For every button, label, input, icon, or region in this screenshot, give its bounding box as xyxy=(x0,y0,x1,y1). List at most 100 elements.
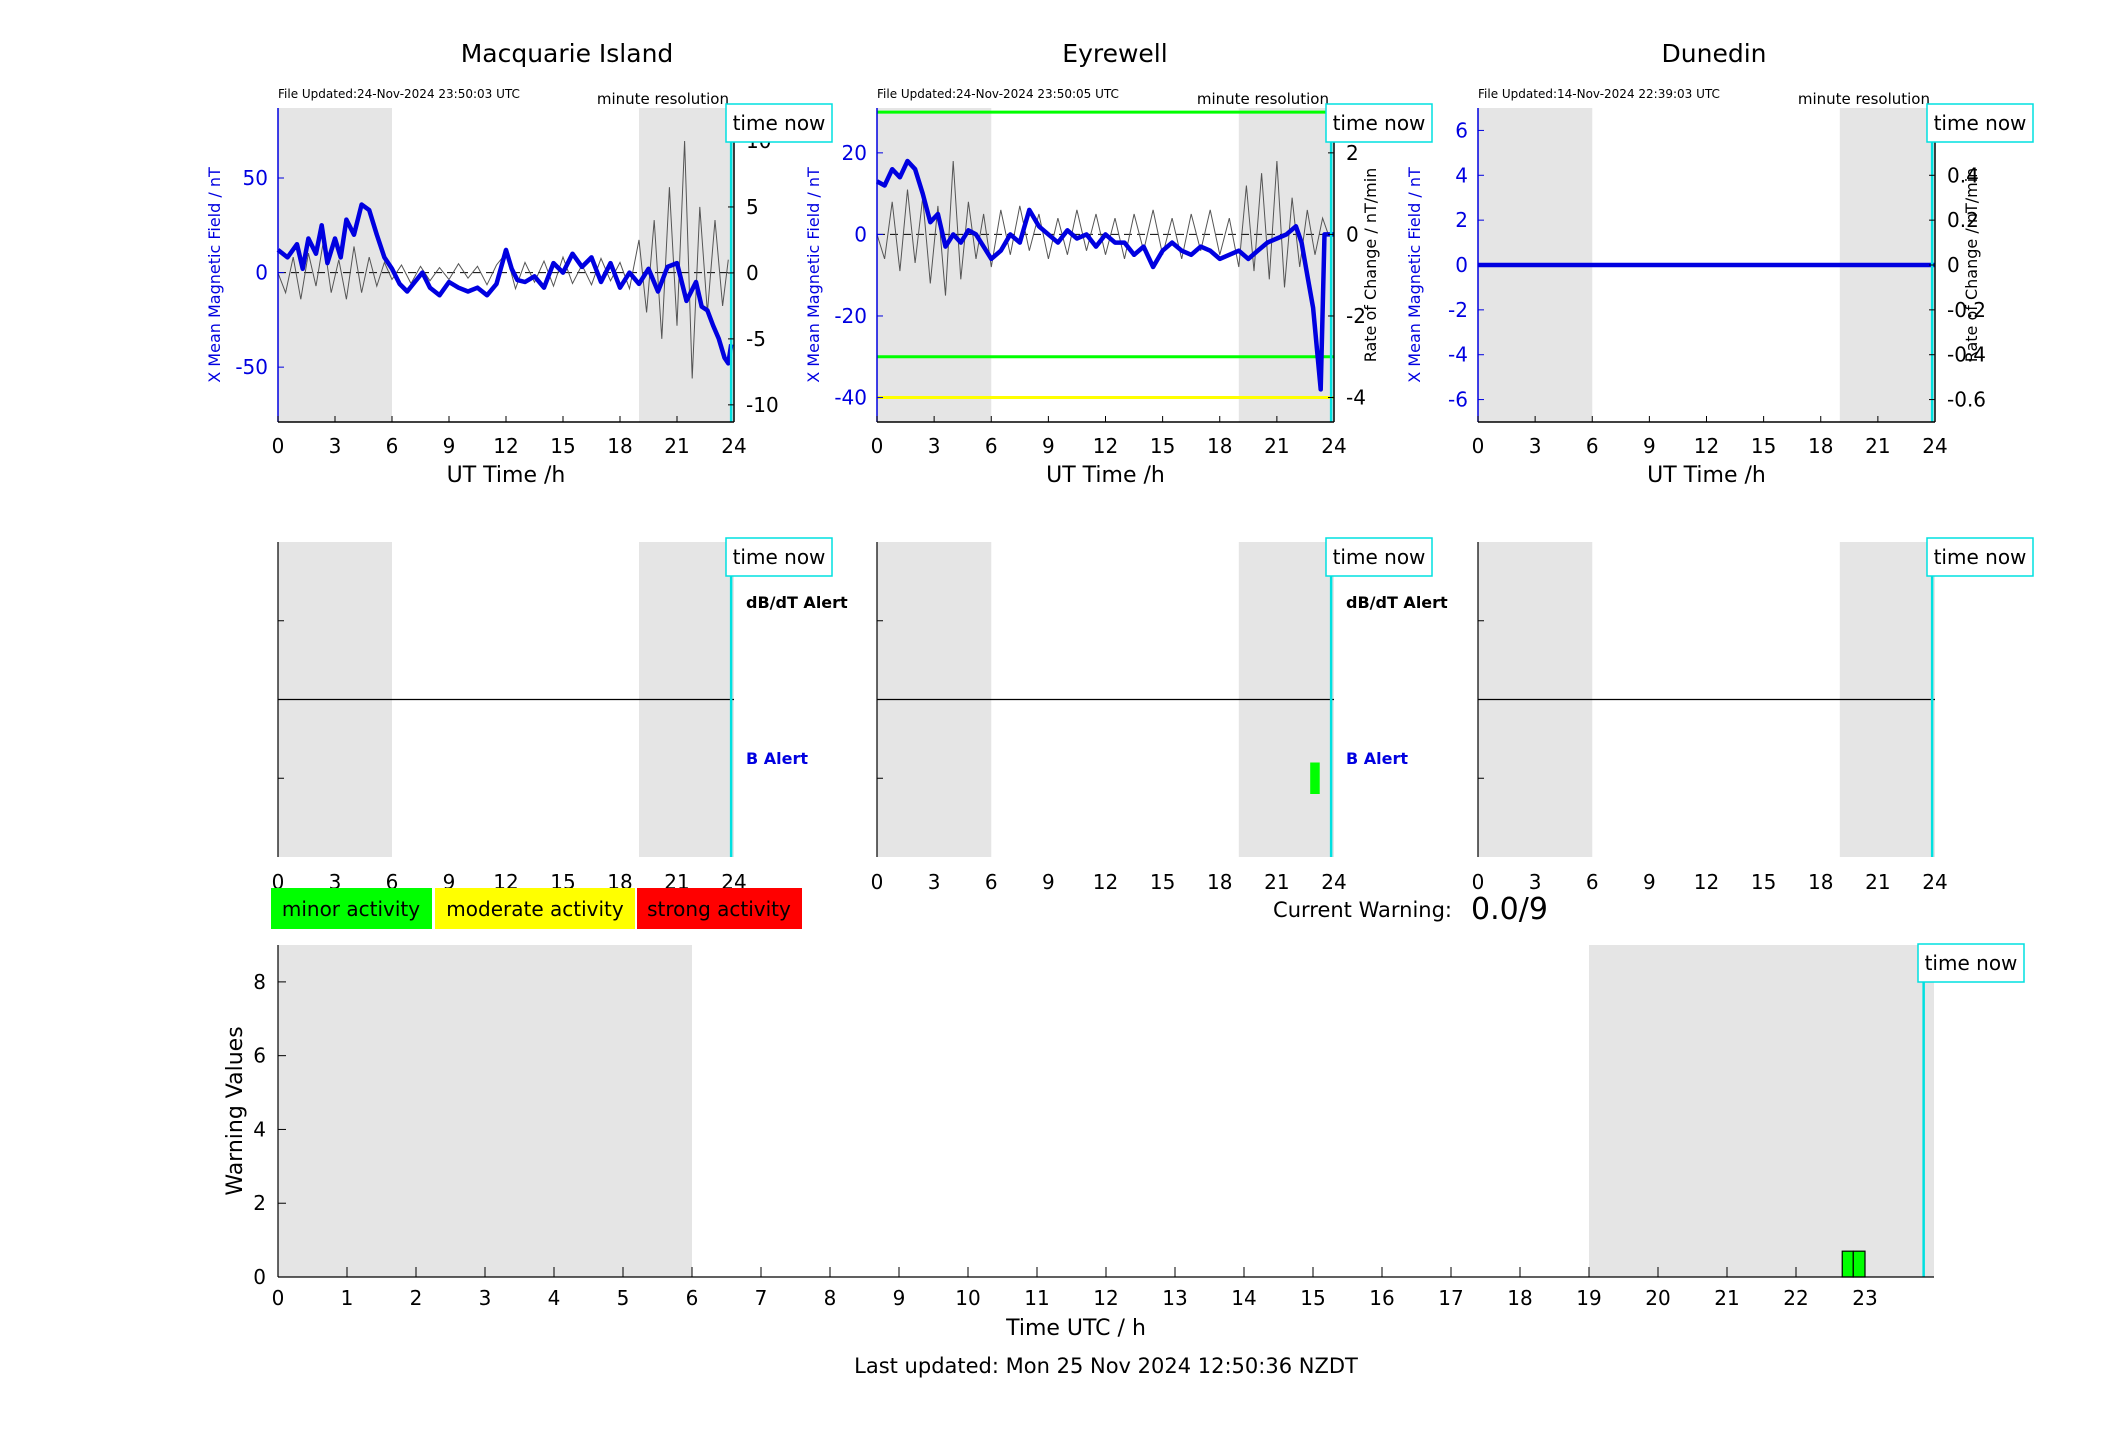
time-now-box xyxy=(1325,103,1433,143)
y2-tick-label: 0 xyxy=(746,261,759,285)
y-tick-label: 2 xyxy=(253,1191,266,1215)
mean-field-line xyxy=(276,202,734,366)
y2-axis-label: Rate of Change / nT/min xyxy=(1361,168,1380,363)
y-axis-label: X Mean Magnetic Field / nT xyxy=(1405,167,1424,383)
x-tick-label: 15 xyxy=(1150,870,1175,894)
legend-moderate-swatch xyxy=(435,888,635,929)
x-tick-label: 6 xyxy=(1586,870,1599,894)
x-tick-label: 9 xyxy=(1643,434,1656,458)
x-tick-label: 1 xyxy=(341,1286,354,1310)
x-tick-label: 15 xyxy=(1751,434,1776,458)
x-tick-label: 0 xyxy=(871,434,884,458)
x-tick-label: 20 xyxy=(1645,1286,1670,1310)
b-alert-label: B Alert xyxy=(1346,749,1408,768)
x-tick-label: 6 xyxy=(1586,434,1599,458)
x-tick-label: 0 xyxy=(1472,434,1485,458)
x-tick-label: 15 xyxy=(550,434,575,458)
y2-tick-label: 0.2 xyxy=(1947,208,1979,232)
x-axis-label: UT Time /h xyxy=(1046,463,1165,488)
legend-moderate-label: moderate activity xyxy=(446,897,624,921)
x-tick-label: 6 xyxy=(985,434,998,458)
y-tick-label: 0 xyxy=(1455,253,1468,277)
time-now-box xyxy=(725,103,833,143)
y-axis-label: Warning Values xyxy=(223,1026,248,1195)
x-tick-label: 6 xyxy=(386,434,399,458)
x-tick-label: 8 xyxy=(824,1286,837,1310)
night-shade xyxy=(278,108,392,422)
x-tick-label: 21 xyxy=(1865,434,1890,458)
x-tick-label: 22 xyxy=(1783,1286,1808,1310)
x-tick-label: 9 xyxy=(1643,870,1656,894)
y-tick-label: 6 xyxy=(253,1044,266,1068)
x-axis-label: UT Time /h xyxy=(1647,463,1766,488)
night-shade xyxy=(877,108,992,422)
x-tick-label: 24 xyxy=(1321,434,1346,458)
resolution-text: minute resolution xyxy=(1798,90,1930,108)
x-tick-label: 3 xyxy=(1529,434,1542,458)
warning-bar xyxy=(1852,1250,1866,1278)
alert-bar xyxy=(1310,762,1320,794)
y-tick-label: -40 xyxy=(834,386,867,410)
x-tick-label: 18 xyxy=(1207,870,1232,894)
time-now-label: time now xyxy=(733,545,826,569)
legend-minor-label: minor activity xyxy=(282,897,420,921)
x-tick-label: 21 xyxy=(1264,870,1289,894)
x-tick-label: 24 xyxy=(721,434,746,458)
current-warning-value: 0.0/9 xyxy=(1471,892,1548,927)
dbdt-alert-label: dB/dT Alert xyxy=(1346,593,1448,612)
night-shade xyxy=(1589,945,1934,1277)
x-tick-label: 12 xyxy=(493,434,518,458)
chart-title-macquarie: Macquarie Island xyxy=(461,39,674,68)
x-tick-label: 0 xyxy=(1472,870,1485,894)
x-tick-label: 0 xyxy=(272,434,285,458)
x-tick-label: 5 xyxy=(617,1286,630,1310)
time-now-label: time now xyxy=(1333,111,1426,135)
x-tick-label: 24 xyxy=(1922,870,1947,894)
y-tick-label: 4 xyxy=(1455,163,1468,187)
y2-tick-label: 5 xyxy=(746,195,759,219)
time-now-label: time now xyxy=(1925,951,2018,975)
warning-values-plot: 0 1 2 3 4 5 6 7 8 9 10 11 12 13 14 15 16 17 18 19 20 21 22 2302… xyxy=(223,943,2025,1341)
x-tick-label: 16 xyxy=(1369,1286,1394,1310)
time-now-box xyxy=(1926,537,2034,577)
b-alert-label: B Alert xyxy=(746,749,808,768)
time-now-box xyxy=(1926,103,2034,143)
file-updated-text: File Updated:14-Nov-2024 22:39:03 UTC xyxy=(1478,87,1720,101)
x-tick-label: 18 xyxy=(1507,1286,1532,1310)
x-tick-label: 15 xyxy=(1300,1286,1325,1310)
time-now-label: time now xyxy=(1934,111,2027,135)
y-axis-label: X Mean Magnetic Field / nT xyxy=(205,167,224,383)
y2-tick-label: 0 xyxy=(1947,253,1960,277)
x-tick-label: 15 xyxy=(1150,434,1175,458)
x-tick-label: 6 xyxy=(985,870,998,894)
legend-strong-swatch xyxy=(637,888,802,929)
y-tick-label: 2 xyxy=(1455,208,1468,232)
y2-tick-label: 0 xyxy=(1346,222,1359,246)
chart-title-eyrewell: Eyrewell xyxy=(1062,39,1167,68)
y-tick-label: 0 xyxy=(253,1265,266,1289)
x-tick-label: 18 xyxy=(607,434,632,458)
x-tick-label: 9 xyxy=(1042,870,1055,894)
rate-of-change-line xyxy=(876,160,1329,296)
footer-last-updated: Last updated: Mon 25 Nov 2024 12:50:36 N… xyxy=(854,1354,1358,1378)
y2-tick-label: -10 xyxy=(746,393,779,417)
warning-bar xyxy=(1841,1250,1854,1278)
x-tick-label: 0 xyxy=(871,870,884,894)
file-updated-text: File Updated:24-Nov-2024 23:50:03 UTC xyxy=(278,87,520,101)
x-tick-label: 14 xyxy=(1231,1286,1256,1310)
y2-tick-label: -0.2 xyxy=(1947,298,1986,322)
x-tick-label: 18 xyxy=(1207,434,1232,458)
x-tick-label: 3 xyxy=(928,870,941,894)
x-tick-label: 21 xyxy=(664,434,689,458)
x-tick-label: 9 xyxy=(1042,434,1055,458)
mean-field-line xyxy=(875,158,1335,392)
y-tick-label: 50 xyxy=(243,166,268,190)
y-tick-label: -50 xyxy=(235,355,268,379)
legend-strong-label: strong activity xyxy=(647,897,791,921)
x-tick-label: 18 xyxy=(1808,434,1833,458)
y-axis-label: X Mean Magnetic Field / nT xyxy=(804,167,823,383)
